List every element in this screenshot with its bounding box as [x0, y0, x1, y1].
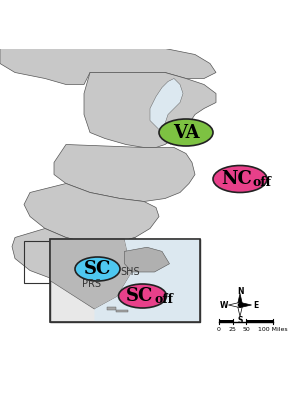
Polygon shape [150, 79, 183, 145]
FancyBboxPatch shape [50, 239, 200, 322]
Polygon shape [237, 305, 243, 316]
Ellipse shape [75, 257, 120, 281]
Text: 50: 50 [242, 327, 250, 332]
Text: NC: NC [222, 170, 252, 188]
Text: SC: SC [84, 260, 111, 278]
Text: off: off [252, 176, 271, 189]
Text: 100 Miles: 100 Miles [258, 327, 288, 332]
Bar [219, 320, 232, 323]
Ellipse shape [213, 166, 267, 193]
Polygon shape [229, 303, 240, 308]
Polygon shape [12, 229, 144, 283]
Text: PRS: PRS [82, 279, 101, 289]
Polygon shape [124, 247, 170, 272]
Polygon shape [116, 310, 128, 312]
Bar [24, 241, 60, 283]
Text: off: off [154, 293, 173, 306]
Ellipse shape [159, 119, 213, 146]
Polygon shape [54, 145, 195, 202]
Ellipse shape [118, 284, 166, 308]
Polygon shape [240, 303, 252, 308]
Text: VA: VA [173, 123, 199, 141]
Text: SC: SC [126, 287, 153, 305]
Text: E: E [253, 301, 258, 310]
Circle shape [238, 303, 242, 306]
Polygon shape [94, 239, 200, 322]
Polygon shape [24, 183, 159, 243]
Polygon shape [237, 293, 243, 305]
Bar [232, 320, 246, 323]
Polygon shape [106, 306, 116, 310]
Text: 0: 0 [217, 327, 221, 332]
Text: 25: 25 [229, 327, 236, 332]
Text: W: W [220, 301, 228, 310]
Bar [246, 320, 273, 323]
Text: S: S [237, 316, 243, 325]
Text: SHS: SHS [121, 267, 140, 277]
Polygon shape [50, 239, 132, 309]
Polygon shape [84, 73, 216, 148]
Polygon shape [0, 48, 216, 85]
Text: N: N [237, 287, 243, 296]
